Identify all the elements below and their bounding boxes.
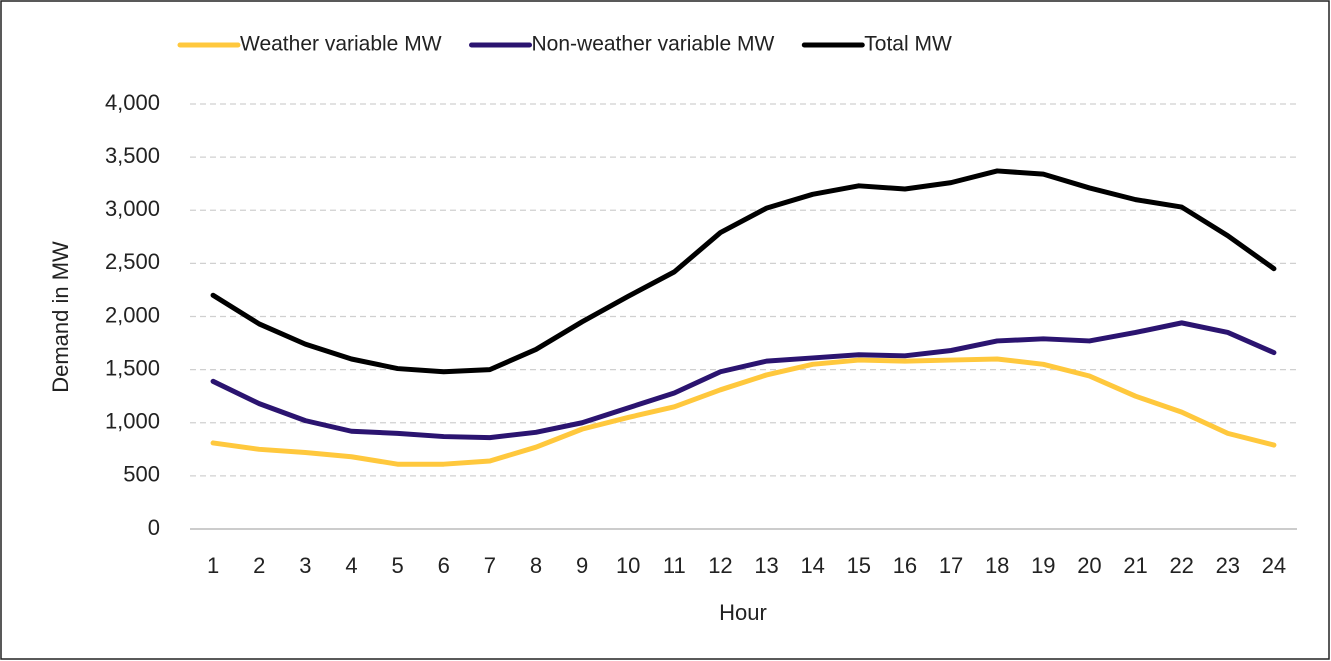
y-tick-label: 1,000 <box>105 409 160 434</box>
legend-label: Weather variable MW <box>240 33 442 56</box>
x-tick-label: 1 <box>207 553 219 578</box>
x-tick-label: 23 <box>1216 553 1240 578</box>
x-tick-label: 17 <box>939 553 963 578</box>
y-tick-label: 1,500 <box>105 355 160 380</box>
x-tick-label: 16 <box>893 553 917 578</box>
x-tick-label: 18 <box>985 553 1009 578</box>
x-tick-label: 14 <box>800 553 824 578</box>
y-tick-label: 0 <box>148 515 160 540</box>
legend-label: Non-weather variable MW <box>532 33 775 56</box>
x-tick-label: 4 <box>345 553 357 578</box>
x-tick-label: 21 <box>1123 553 1147 578</box>
line-series <box>210 356 1277 467</box>
y-tick-label: 2,500 <box>105 249 160 274</box>
x-tick-label: 5 <box>391 553 403 578</box>
y-axis-label: Demand in MW <box>48 241 73 393</box>
x-tick-label: 12 <box>708 553 732 578</box>
x-tick-label: 2 <box>253 553 265 578</box>
x-tick-label: 6 <box>438 553 450 578</box>
x-tick-label: 7 <box>484 553 496 578</box>
x-tick-label: 8 <box>530 553 542 578</box>
x-tick-label: 15 <box>847 553 871 578</box>
x-tick-label: 22 <box>1169 553 1193 578</box>
x-axis-label: Hour <box>719 600 767 625</box>
x-tick-label: 3 <box>299 553 311 578</box>
y-tick-label: 2,000 <box>105 302 160 327</box>
x-tick-label: 9 <box>576 553 588 578</box>
x-tick-label: 13 <box>754 553 778 578</box>
legend-label: Total MW <box>864 33 952 56</box>
y-tick-label: 3,000 <box>105 196 160 221</box>
x-tick-label: 19 <box>1031 553 1055 578</box>
line-series <box>210 320 1277 441</box>
y-tick-label: 3,500 <box>105 143 160 168</box>
x-tick-label: 10 <box>616 553 640 578</box>
x-tick-label: 20 <box>1077 553 1101 578</box>
x-tick-label: 24 <box>1262 553 1286 578</box>
line-series <box>210 168 1277 375</box>
y-tick-label: 4,000 <box>105 90 160 115</box>
x-tick-label: 11 <box>663 553 686 578</box>
y-tick-label: 500 <box>123 462 160 487</box>
